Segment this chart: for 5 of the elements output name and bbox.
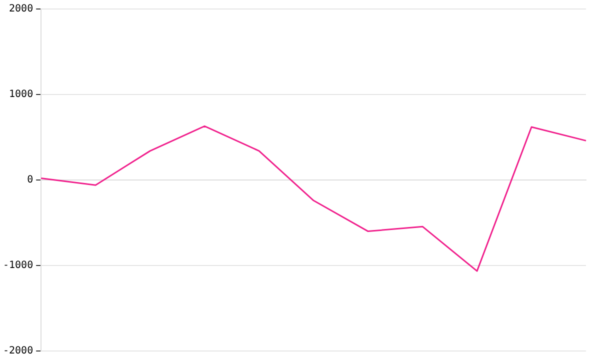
y-tick-label: -1000: [2, 260, 34, 272]
y-tick-label: 2000: [9, 4, 34, 15]
y-tick-label: 0: [27, 174, 34, 186]
y-tick-label: 1000: [9, 89, 34, 100]
y-tick-label: -2000: [2, 346, 34, 357]
